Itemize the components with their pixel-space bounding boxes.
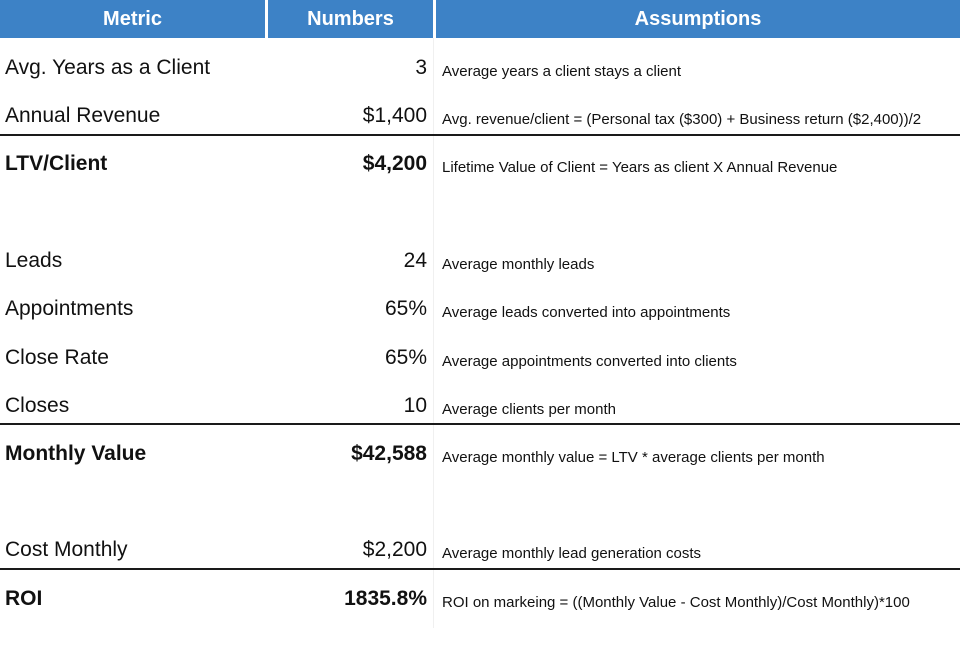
metric-assumption: Average monthly value = LTV * average cl… — [442, 449, 825, 466]
metric-number: 1835.8% — [344, 587, 427, 610]
metric-assumption: Average monthly lead generation costs — [442, 545, 702, 562]
table-row: Close Rate 65% Average appointments conv… — [0, 328, 960, 376]
column-divider — [433, 38, 434, 628]
metric-label: LTV/Client — [5, 152, 108, 175]
metric-label: Leads — [5, 249, 63, 272]
table-row: Closes 10 Average clients per month — [0, 376, 960, 424]
metric-label: Close Rate — [5, 346, 109, 369]
metric-assumption: Average leads converted into appointment… — [442, 304, 731, 321]
metric-assumption: ROI on markeing = ((Monthly Value - Cost… — [442, 594, 910, 611]
section-rule — [0, 134, 960, 136]
metric-assumption: Average monthly leads — [442, 256, 595, 273]
metric-number: 65% — [384, 346, 427, 369]
header-divider — [433, 0, 436, 38]
table-header: Metric Numbers Assumptions — [0, 0, 960, 38]
table-row: Leads 24 Average monthly leads — [0, 231, 960, 279]
metric-label: Monthly Value — [5, 442, 147, 465]
table-row: Annual Revenue $1,400 Avg. revenue/clien… — [0, 86, 960, 134]
table-row: Appointments 65% Average leads converted… — [0, 279, 960, 327]
metric-number: $4,200 — [362, 152, 427, 175]
metric-number: 24 — [403, 249, 427, 272]
table-row: Cost Monthly $2,200 Average monthly lead… — [0, 520, 960, 568]
metric-assumption: Avg. revenue/client = (Personal tax ($30… — [442, 111, 922, 128]
metric-number: $42,588 — [351, 442, 427, 465]
header-numbers: Numbers — [307, 8, 394, 30]
metric-label: Appointments — [5, 297, 134, 320]
metric-number: $2,200 — [362, 538, 427, 561]
metric-number: $1,400 — [362, 104, 427, 127]
metric-assumption: Average clients per month — [442, 401, 616, 418]
table-row-total: ROI 1835.8% ROI on markeing = ((Monthly … — [0, 569, 960, 617]
header-metric: Metric — [103, 8, 162, 30]
section-rule — [0, 423, 960, 425]
metric-number: 65% — [384, 297, 427, 320]
table-row-total: Monthly Value $42,588 Average monthly va… — [0, 424, 960, 472]
metric-assumption: Average appointments converted into clie… — [442, 353, 737, 370]
metric-label: Closes — [5, 394, 70, 417]
metric-number: 10 — [403, 394, 427, 417]
header-assumptions: Assumptions — [634, 8, 762, 30]
table-row: Avg. Years as a Client 3 Average years a… — [0, 38, 960, 86]
metric-label: Cost Monthly — [5, 538, 128, 561]
metric-label: ROI — [5, 587, 43, 610]
metric-label: Avg. Years as a Client — [5, 56, 211, 79]
table-row-total: LTV/Client $4,200 Lifetime Value of Clie… — [0, 134, 960, 182]
section-rule — [0, 568, 960, 570]
metric-label: Annual Revenue — [5, 104, 161, 127]
metric-assumption: Average years a client stays a client — [442, 63, 682, 80]
header-divider — [265, 0, 268, 38]
metric-number: 3 — [415, 56, 427, 79]
metric-assumption: Lifetime Value of Client = Years as clie… — [442, 159, 838, 176]
